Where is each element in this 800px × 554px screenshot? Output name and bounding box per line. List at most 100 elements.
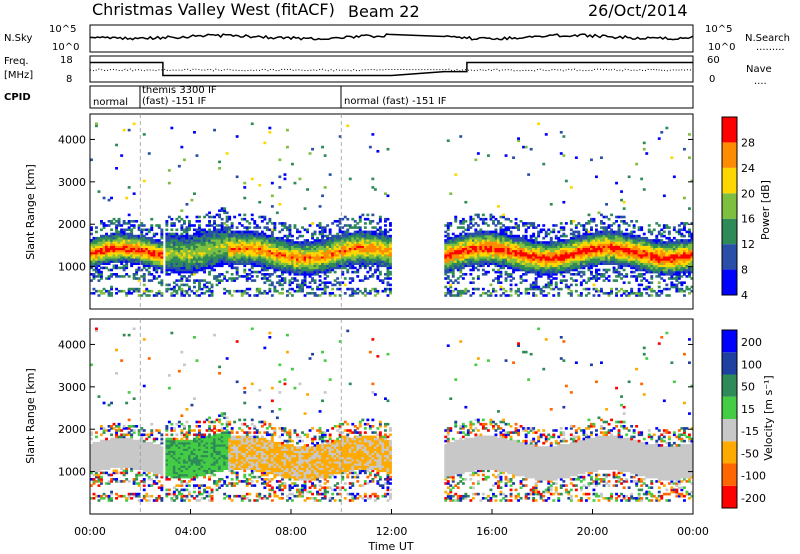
power-cell [514,217,518,221]
power-cell [268,266,272,270]
power-cell [328,262,332,265]
power-cell [313,264,317,268]
power-cell [97,279,101,282]
power-cell [132,256,136,259]
power-cell [230,249,234,253]
power-cell [479,234,483,238]
power-cell [444,270,448,274]
power-cell [150,253,154,257]
power-cell [298,256,302,259]
power-cell [389,277,392,280]
power-cell [459,243,463,246]
power-cell [132,262,136,265]
power-cell [627,258,631,261]
power-cell [363,262,367,265]
power-cell [552,249,556,253]
power-cell [579,292,583,295]
power-cell [627,262,631,265]
power-cell [461,256,465,259]
power-cell [504,241,508,244]
power-cell [587,279,591,282]
power-cell [494,236,498,240]
power-cell [198,215,201,219]
power-cell [248,253,252,257]
power-cell [650,230,654,234]
power-cell [223,228,227,232]
power-cell [160,264,164,268]
power-cell [250,230,254,234]
power-cell [381,256,385,259]
power-cell [170,292,174,295]
power-cell [547,232,551,236]
power-cell [122,239,126,242]
power-cell [213,249,216,253]
power-cell [557,241,561,244]
power-cell [97,260,101,263]
power-cell [95,258,98,261]
power-cell [358,260,362,263]
power-cell [185,268,189,272]
power-cell [172,224,176,227]
power-cell [454,245,458,248]
power-cell [183,236,186,240]
power-cell [303,262,307,265]
power-cell [378,226,382,229]
power-cell [170,234,174,238]
power-cell [120,251,124,255]
power-cell [281,273,284,276]
power-cell [363,251,367,255]
power-cell [595,262,598,265]
power-cell [459,245,463,248]
power-cell [487,258,490,261]
cpid-segment-normal-fast: normal (fast) -151 IF [344,96,447,107]
power-cell [534,247,538,251]
power-cell [200,256,204,259]
power-cell [95,122,98,126]
power-cell [107,275,111,278]
power-cell [487,262,490,265]
power-cell [610,245,613,248]
power-cell [333,260,337,263]
power-cell [660,243,664,246]
power-cell [293,224,297,227]
power-cell [185,258,189,261]
power-cell [564,270,568,274]
power-cell [132,243,136,246]
power-cell [461,292,465,295]
power-cell [321,268,324,272]
power-cell [389,273,392,276]
power-cell [115,236,118,240]
power-cell [273,289,277,293]
power-cell [240,217,244,221]
power-cell [476,236,480,240]
power-cell [258,253,262,257]
power-cell [660,292,664,295]
power-cell [597,241,601,244]
power-cell [311,287,314,291]
power-cell [456,253,460,257]
power-cell [218,236,221,240]
power-cell [155,268,159,272]
power-cell [537,230,541,234]
power-cell [160,251,164,255]
power-cell [507,236,510,240]
power-cell [592,287,596,291]
power-cell [534,236,538,240]
power-cell [371,249,375,253]
power-cell [476,152,480,155]
power-cell [283,224,287,227]
power-cell [582,262,586,265]
power-cell [115,228,118,232]
power-cell [384,220,387,223]
power-cell [612,241,616,244]
power-cell [155,249,159,253]
power-cell [547,266,551,270]
power-cell [464,253,468,257]
power-cell [248,222,252,225]
power-cell [293,245,297,248]
power-cell [343,239,347,242]
power-cell [517,260,520,263]
power-cell [459,232,463,236]
power-cell [218,258,221,261]
power-cell [248,273,252,276]
